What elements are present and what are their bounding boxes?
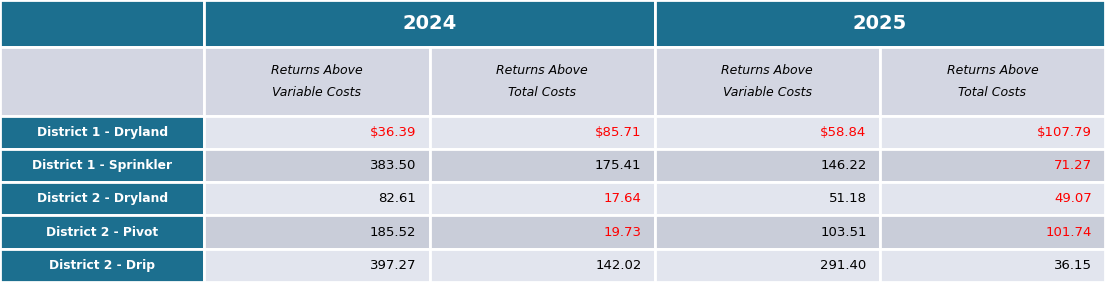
Text: District 1 - Dryland: District 1 - Dryland (36, 126, 168, 139)
Text: Total Costs: Total Costs (958, 86, 1027, 99)
Text: 175.41: 175.41 (594, 159, 641, 172)
Bar (0, 249, 204, 282)
Bar (654, 182, 880, 215)
Text: $85.71: $85.71 (594, 126, 641, 139)
Bar (654, 116, 880, 149)
Bar (0, 0, 204, 47)
Bar (880, 182, 1105, 215)
Bar (430, 249, 654, 282)
Text: 49.07: 49.07 (1054, 192, 1092, 205)
Text: Total Costs: Total Costs (508, 86, 576, 99)
Text: 17.64: 17.64 (603, 192, 641, 205)
Bar (0, 149, 204, 182)
Text: Variable Costs: Variable Costs (273, 86, 361, 99)
Bar (654, 215, 880, 249)
Bar (204, 215, 430, 249)
Bar (204, 249, 430, 282)
Bar (880, 116, 1105, 149)
Bar (430, 116, 654, 149)
Bar (880, 149, 1105, 182)
Text: $107.79: $107.79 (1036, 126, 1092, 139)
Bar (430, 149, 654, 182)
Bar (204, 149, 430, 182)
Text: 19.73: 19.73 (603, 226, 641, 239)
Text: 397.27: 397.27 (370, 259, 417, 272)
Text: District 2 - Dryland: District 2 - Dryland (36, 192, 168, 205)
Bar (204, 182, 430, 215)
Text: $36.39: $36.39 (370, 126, 417, 139)
Text: 2024: 2024 (402, 14, 456, 33)
Text: 185.52: 185.52 (370, 226, 417, 239)
Text: 101.74: 101.74 (1045, 226, 1092, 239)
Bar (654, 47, 880, 116)
Text: 82.61: 82.61 (378, 192, 417, 205)
Bar (0, 215, 204, 249)
Bar (880, 47, 1105, 116)
Text: $58.84: $58.84 (820, 126, 866, 139)
Text: 383.50: 383.50 (370, 159, 417, 172)
Bar (430, 182, 654, 215)
Text: 71.27: 71.27 (1053, 159, 1092, 172)
Text: 291.40: 291.40 (820, 259, 866, 272)
Text: 146.22: 146.22 (820, 159, 866, 172)
Text: Returns Above: Returns Above (722, 63, 813, 76)
Text: District 1 - Sprinkler: District 1 - Sprinkler (32, 159, 172, 172)
Bar (0, 47, 204, 116)
Text: 142.02: 142.02 (596, 259, 641, 272)
Bar (880, 249, 1105, 282)
Bar (0, 182, 204, 215)
Text: District 2 - Pivot: District 2 - Pivot (46, 226, 158, 239)
Text: District 2 - Drip: District 2 - Drip (50, 259, 155, 272)
Bar (880, 215, 1105, 249)
Bar (430, 215, 654, 249)
Bar (430, 47, 654, 116)
Bar (654, 149, 880, 182)
Text: Variable Costs: Variable Costs (723, 86, 812, 99)
Text: 2025: 2025 (853, 14, 907, 33)
Text: Returns Above: Returns Above (496, 63, 588, 76)
Bar (204, 47, 430, 116)
Bar (204, 116, 430, 149)
Text: 51.18: 51.18 (829, 192, 866, 205)
Text: 103.51: 103.51 (820, 226, 866, 239)
Bar (0, 116, 204, 149)
Bar (204, 0, 655, 47)
Text: Returns Above: Returns Above (947, 63, 1039, 76)
Text: Returns Above: Returns Above (271, 63, 362, 76)
Text: 36.15: 36.15 (1054, 259, 1092, 272)
Bar (654, 249, 880, 282)
Bar (654, 0, 1105, 47)
